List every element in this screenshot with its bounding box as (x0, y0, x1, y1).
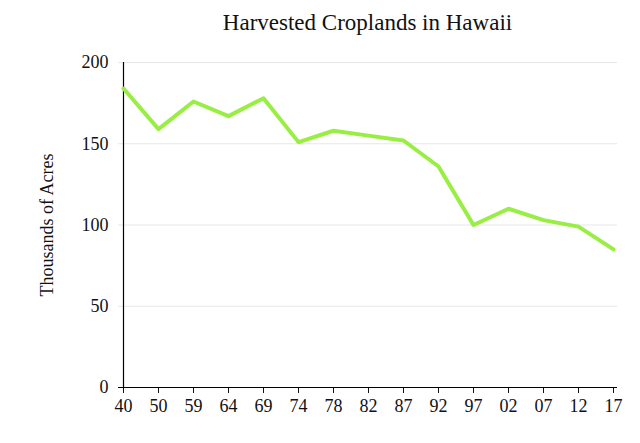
svg-text:07: 07 (535, 396, 553, 416)
svg-text:78: 78 (325, 396, 343, 416)
svg-text:40: 40 (115, 396, 133, 416)
svg-text:200: 200 (82, 52, 109, 72)
svg-text:12: 12 (570, 396, 588, 416)
svg-text:50: 50 (150, 396, 168, 416)
svg-text:97: 97 (465, 396, 483, 416)
svg-text:59: 59 (185, 396, 203, 416)
svg-text:50: 50 (91, 296, 109, 316)
svg-text:0: 0 (100, 377, 109, 397)
svg-text:74: 74 (290, 396, 308, 416)
svg-text:100: 100 (82, 215, 109, 235)
svg-text:02: 02 (500, 396, 518, 416)
svg-text:87: 87 (395, 396, 413, 416)
svg-text:150: 150 (82, 134, 109, 154)
svg-text:17: 17 (605, 396, 623, 416)
svg-text:Thousands of Acres: Thousands of Acres (37, 154, 57, 297)
svg-text:64: 64 (220, 396, 238, 416)
svg-text:69: 69 (255, 396, 273, 416)
svg-text:82: 82 (360, 396, 378, 416)
html-text:Harvested Croplands in Hawaii: Harvested Croplands in Hawaii (222, 10, 513, 35)
svg-text:92: 92 (430, 396, 448, 416)
